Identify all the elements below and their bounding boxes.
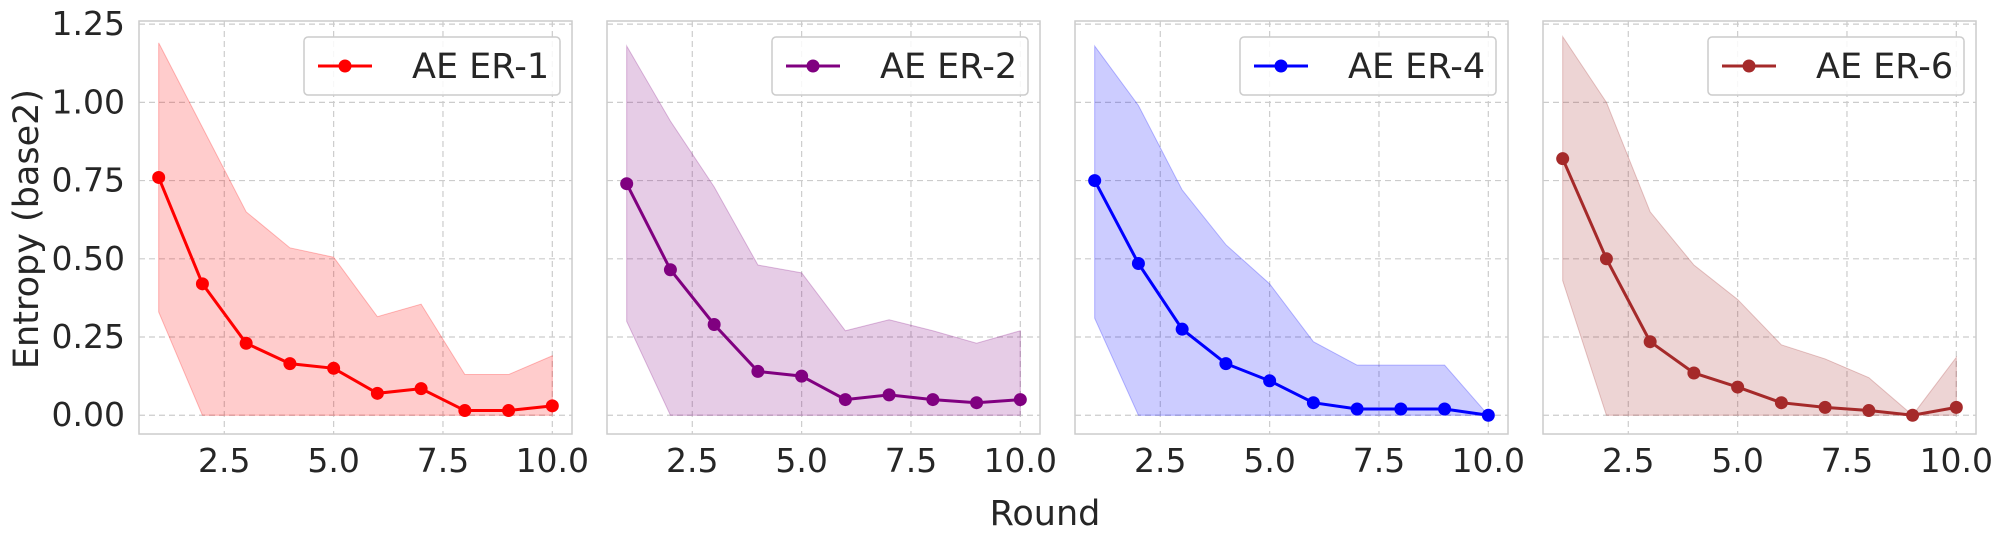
legend-marker [1274, 59, 1288, 73]
confidence-band [1562, 34, 1957, 416]
plot-frame [606, 20, 1041, 435]
x-tick-label: 7.5 [417, 441, 469, 480]
data-point [1013, 393, 1027, 407]
data-point [620, 177, 634, 191]
legend-marker [338, 59, 352, 73]
x-tick-label: 10.0 [984, 441, 1057, 480]
legend: AE ER-2 [771, 36, 1029, 96]
y-axis-label: Entropy (base2) [7, 89, 47, 369]
series-line [1093, 179, 1489, 417]
data-point [663, 263, 677, 277]
data-point [1949, 400, 1963, 414]
x-tick-label: 5.0 [1243, 441, 1295, 480]
data-point [1394, 402, 1408, 416]
legend-marker [1742, 59, 1756, 73]
legend-box [303, 36, 561, 96]
legend-box [771, 36, 1029, 96]
legend-box [1707, 36, 1965, 96]
x-tick-label: 7.5 [885, 441, 937, 480]
data-point [1906, 408, 1920, 422]
data-point [458, 404, 472, 418]
data-point [545, 399, 559, 413]
x-tick-label: 2.5 [198, 441, 250, 480]
data-point [970, 396, 984, 410]
x-tick-label: 10.0 [1920, 441, 1993, 480]
data-point [1643, 335, 1657, 349]
data-point [1350, 402, 1364, 416]
legend-box [1239, 36, 1497, 96]
x-tick-label: 2.5 [666, 441, 718, 480]
data-point [926, 393, 940, 407]
data-point [1088, 174, 1102, 188]
data-point [882, 388, 896, 402]
plot-frame [1074, 20, 1509, 435]
legend: AE ER-4 [1239, 36, 1497, 96]
x-axis-label: Round [990, 494, 1101, 534]
data-point [195, 277, 209, 291]
data-point [1438, 402, 1452, 416]
data-point [1131, 256, 1145, 270]
y-tick-label: 1.00 [52, 82, 125, 121]
x-tick-label: 10.0 [516, 441, 589, 480]
plot-frame [1542, 20, 1977, 435]
data-point [239, 336, 253, 350]
x-tick-label: 2.5 [1134, 441, 1186, 480]
series-line [625, 183, 1021, 405]
data-point [327, 361, 341, 375]
data-point [1263, 374, 1277, 388]
data-point [370, 386, 384, 400]
panel-2: 2.5 5.0 7.5 10.0 AE ER-2 [606, 20, 1057, 480]
y-tick-label: 0.25 [52, 317, 125, 356]
data-point [152, 170, 166, 184]
legend-label: AE ER-2 [880, 47, 1017, 87]
data-point [1556, 152, 1570, 166]
legend: AE ER-6 [1707, 36, 1965, 96]
data-point [1731, 380, 1745, 394]
series-line [157, 176, 553, 413]
legend-label: AE ER-4 [1348, 47, 1485, 87]
plot-frame [138, 20, 573, 435]
confidence-band [158, 42, 553, 416]
data-point [502, 404, 516, 418]
data-point [838, 393, 852, 407]
data-point [283, 357, 297, 371]
data-point [1599, 252, 1613, 266]
panel-1: 2.5 5.0 7.5 10.0 0.00 0.25 0.50 0.75 1.00 1.25 AE … [52, 4, 590, 480]
x-tick-label: 5.0 [307, 441, 359, 480]
y-tick-label: 1.25 [52, 4, 125, 43]
confidence-band [626, 44, 1021, 416]
y-tick-label: 0.00 [52, 395, 125, 434]
data-point [751, 364, 765, 378]
data-point [1774, 396, 1788, 410]
data-point [1481, 408, 1495, 422]
data-point [1175, 322, 1189, 336]
x-tick-label: 2.5 [1602, 441, 1654, 480]
x-tick-label: 7.5 [1821, 441, 1873, 480]
data-point [1818, 400, 1832, 414]
legend-label: AE ER-6 [1816, 47, 1953, 87]
data-point [1219, 357, 1233, 371]
legend: AE ER-1 [303, 36, 561, 96]
y-tick-label: 0.75 [52, 161, 125, 200]
x-tick-label: 10.0 [1452, 441, 1525, 480]
series-line [1561, 158, 1957, 417]
legend-marker [806, 59, 820, 73]
data-point [414, 382, 428, 396]
data-point [1306, 396, 1320, 410]
legend-label: AE ER-1 [412, 47, 549, 87]
data-point [707, 317, 721, 331]
x-tick-label: 5.0 [775, 441, 827, 480]
x-tick-label: 5.0 [1711, 441, 1763, 480]
panel-4: 2.5 5.0 7.5 10.0 AE ER-6 [1542, 20, 1993, 480]
confidence-band [1094, 44, 1490, 416]
data-point [1862, 404, 1876, 418]
panel-3: 2.5 5.0 7.5 10.0 AE ER-4 [1074, 20, 1525, 480]
y-tick-label: 0.50 [52, 239, 125, 278]
data-point [795, 369, 809, 383]
data-point [1687, 366, 1701, 380]
x-tick-label: 7.5 [1353, 441, 1405, 480]
